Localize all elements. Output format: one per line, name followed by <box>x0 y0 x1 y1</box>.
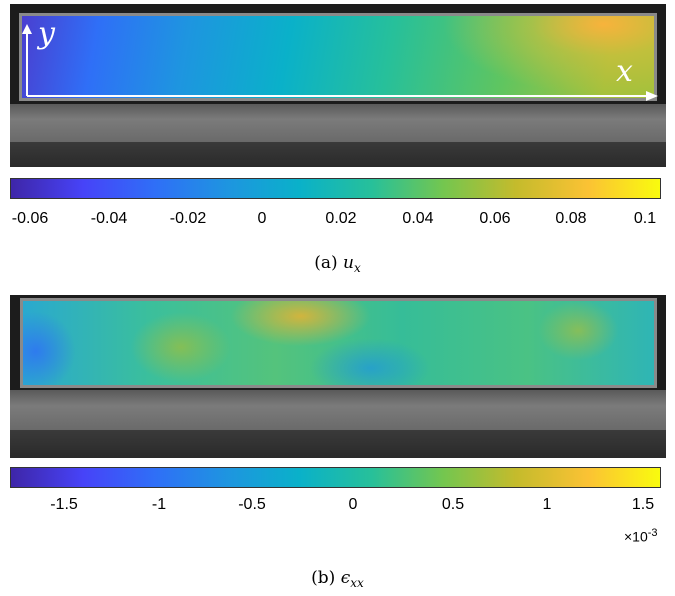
caption-a-subscript: x <box>353 261 361 276</box>
colorbar-b-tick: 1.5 <box>631 496 655 513</box>
colorbar-a-tick: 0.02 <box>325 210 357 227</box>
caption-a-tag: (a) <box>314 253 338 273</box>
displacement-field-ux <box>19 13 657 101</box>
beam-upper <box>10 390 666 430</box>
colorbar-a-ticks: -0.06 -0.04 -0.02 0 0.02 0.04 0.06 0.08 … <box>10 210 661 234</box>
beam-lower <box>10 142 666 167</box>
colorbar-a-tick: -0.06 <box>11 210 49 227</box>
axis-label-y: y <box>38 16 55 51</box>
colorbar-b-exponent-base: ×10 <box>624 528 648 545</box>
caption-b-subscript: xx <box>350 576 364 591</box>
colorbar-b-tick: 1 <box>542 496 552 513</box>
caption-a-symbol: u <box>343 253 354 273</box>
colorbar-b-exponent: ×10-3 <box>624 527 658 545</box>
colorbar-b-exponent-power: -3 <box>647 527 658 539</box>
axis-arrows <box>22 24 658 101</box>
beam-upper <box>10 104 666 142</box>
axis-label-x: x <box>616 54 633 89</box>
caption-b-tag: (b) <box>311 568 336 588</box>
colorbar-a-tick: 0.06 <box>479 210 511 227</box>
colorbar-a-tick: 0.1 <box>633 210 657 227</box>
colorbar-b <box>10 467 661 488</box>
beam-lower <box>10 430 666 458</box>
colorbar-b-tick: -1 <box>151 496 167 513</box>
caption-b: (b) ϵxx <box>0 568 675 591</box>
strain-field-exx <box>20 298 657 388</box>
colorbar-b-tick: -0.5 <box>238 496 266 513</box>
colorbar-a-tick: 0 <box>257 210 267 227</box>
colorbar-a-tick: -0.04 <box>90 210 128 227</box>
figure-b-image <box>10 295 666 458</box>
colorbar-a-tick: -0.02 <box>169 210 207 227</box>
colorbar-b-tick: -1.5 <box>50 496 78 513</box>
colorbar-b-tick: 0 <box>348 496 358 513</box>
colorbar-b-tick: 0.5 <box>441 496 465 513</box>
figure-a-image: y x <box>10 4 666 167</box>
caption-b-symbol: ϵ <box>340 568 351 588</box>
caption-a: (a) ux <box>0 253 675 276</box>
colorbar-a-tick: 0.04 <box>402 210 434 227</box>
colorbar-b-ticks: -1.5 -1 -0.5 0 0.5 1 1.5 <box>10 496 661 520</box>
colorbar-a <box>10 178 661 199</box>
colorbar-a-tick: 0.08 <box>555 210 587 227</box>
